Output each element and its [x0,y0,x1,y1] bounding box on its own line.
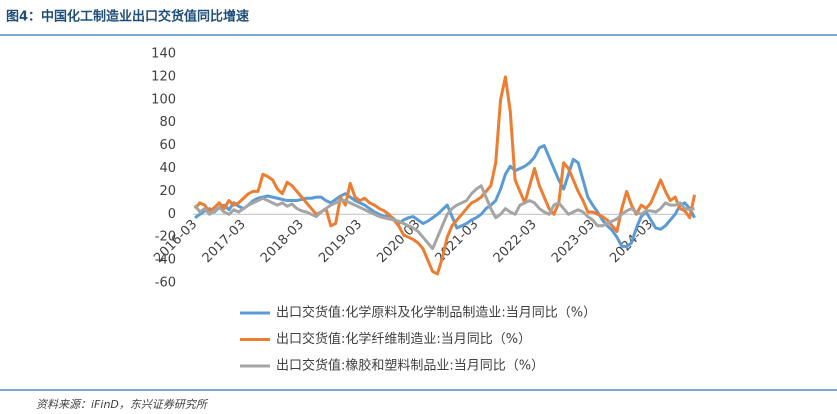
x-tick-label: 2023-03 [549,217,598,266]
legend-label: 出口交货值:橡胶和塑料制品业:当月同比（%） [276,358,544,374]
series-line [193,75,697,276]
legend-label: 出口交货值:化学原料及化学制品制造业:当月同比（%） [276,305,596,321]
y-tick-label: -20 [155,230,176,245]
y-tick-label: 60 [159,138,176,153]
y-tick-label: 0 [168,207,176,222]
x-tick-label: 2022-03 [491,217,540,266]
x-tick-label: 2018-03 [258,217,307,266]
series-line [193,184,695,251]
chart-title: 图4：中国化工制造业出口交货值同比增速 [6,9,249,25]
y-tick-label: -40 [155,253,176,268]
x-tick-label: 2021-03 [433,217,482,266]
y-tick-label: 120 [151,69,176,84]
y-tick-label: 140 [151,47,176,62]
y-tick-label: 100 [151,92,176,107]
x-tick-label: 2017-03 [200,217,249,266]
legend-label: 出口交货值:化学纤维制造业:当月同比（%） [276,331,531,347]
y-tick-label: 80 [159,115,176,130]
y-tick-label: -60 [155,276,176,291]
source: 资料来源：iFinD，东兴证券研究所 [36,398,209,411]
x-tick-label: 2019-03 [316,217,365,266]
series-line [194,144,696,248]
y-tick-label: 20 [159,184,176,199]
y-tick-label: 40 [159,161,176,176]
